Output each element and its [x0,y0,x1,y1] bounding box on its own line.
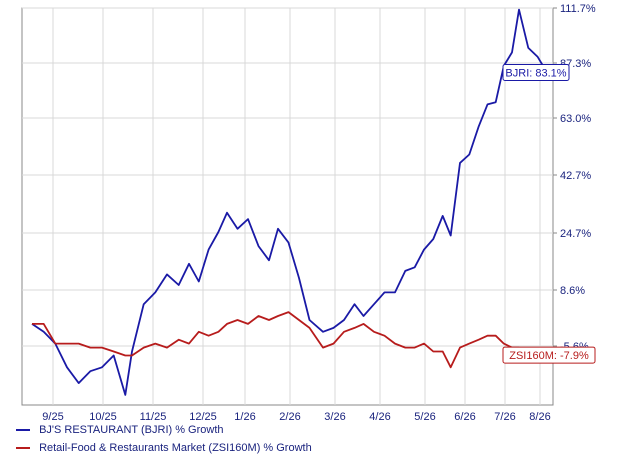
y-tick-label: 8.6% [560,285,585,297]
x-tick-label: 12/25 [189,411,217,423]
end-label-text: BJRI: 83.1% [505,68,566,80]
x-tick-label: 9/25 [42,411,63,423]
y-tick-label: 42.7% [560,170,591,182]
x-tick-label: 10/25 [89,411,117,423]
x-tick-label: 3/26 [324,411,345,423]
legend-zsi-swatch [16,447,30,450]
x-tick-label: 11/25 [140,411,167,423]
y-tick-label: 63.0% [560,113,591,125]
x-tick-label: 5/26 [414,411,435,423]
legend-zsi: Retail-Food & Restaurants Market (ZSI160… [16,442,312,454]
series-line-1 [32,311,548,369]
series-line-0 [31,8,548,396]
legend-bjri-swatch [16,429,30,432]
end-label-box [502,64,570,82]
legend-bjri: BJ'S RESTAURANT (BJRI) % Growth [16,424,224,436]
legend-bjri-label: BJ'S RESTAURANT (BJRI) % Growth [39,424,224,436]
y-tick-label: 111.7% [560,3,596,15]
end-label-text: ZSI160M: -7.9% [509,350,589,362]
y-tick-label: 24.7% [560,228,591,240]
x-tick-label: 8/26 [529,411,550,423]
x-tick-label: 1/26 [234,411,255,423]
end-label-box [502,346,596,364]
x-tick-label: 2/26 [279,411,300,423]
x-tick-label: 6/26 [454,411,475,423]
x-tick-label: 4/26 [369,411,390,423]
x-tick-label: 7/26 [494,411,515,423]
legend-zsi-label: Retail-Food & Restaurants Market (ZSI160… [39,442,312,454]
plot-area [21,7,554,406]
